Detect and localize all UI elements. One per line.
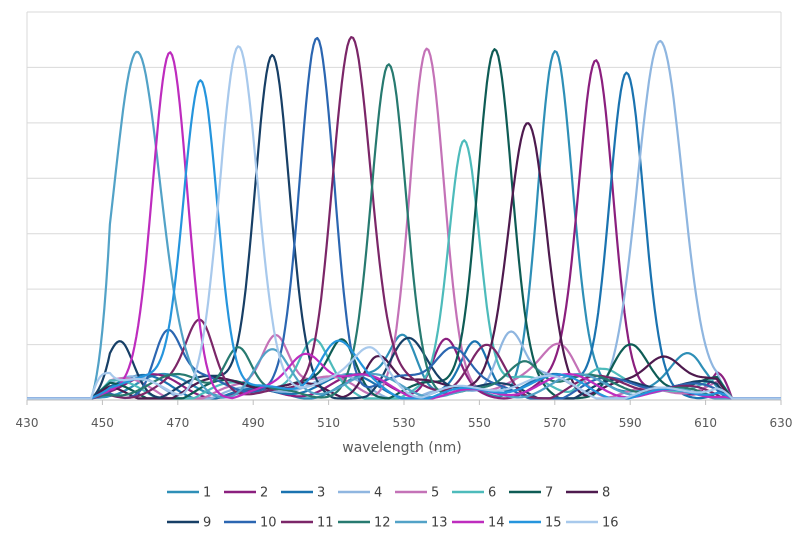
- x-tick-label: 550: [468, 416, 491, 430]
- x-tick-label: 450: [91, 416, 114, 430]
- x-tick-label: 630: [770, 416, 793, 430]
- x-tick-label: 530: [393, 416, 416, 430]
- x-tick-label: 570: [543, 416, 566, 430]
- series-9-line: [27, 53, 781, 400]
- series-1-line: [27, 50, 781, 400]
- legend-label-16: 16: [602, 516, 619, 531]
- series-14-line: [27, 51, 781, 400]
- legend-label-8: 8: [602, 486, 610, 501]
- x-tick-label: 510: [317, 416, 340, 430]
- x-tick-labels: 430 450 470 490 510 530 550 570 590 610 630: [16, 416, 793, 430]
- legend-label-2: 2: [260, 486, 268, 501]
- x-tick-label: 430: [16, 416, 39, 430]
- series-8-line: [27, 122, 781, 400]
- legend-label-3: 3: [317, 486, 325, 501]
- legend-label-9: 9: [203, 516, 211, 531]
- x-tick-label: 610: [694, 416, 717, 430]
- series-3-line: [27, 71, 781, 400]
- legend-label-7: 7: [545, 486, 553, 501]
- series-15-line: [27, 79, 781, 400]
- x-tick-label: 470: [166, 416, 189, 430]
- series-7-line: [27, 48, 781, 400]
- legend-label-15: 15: [545, 516, 562, 531]
- legend-label-12: 12: [374, 516, 391, 531]
- legend-label-6: 6: [488, 486, 496, 501]
- legend-label-4: 4: [374, 486, 382, 501]
- legend-label-14: 14: [488, 516, 505, 531]
- x-tick-label: 490: [242, 416, 265, 430]
- series-12-line: [27, 63, 781, 400]
- series-13-line: [27, 50, 781, 400]
- x-tick-label: 590: [619, 416, 642, 430]
- legend-label-1: 1: [203, 486, 211, 501]
- series-lines: [27, 36, 781, 400]
- gridlines: [26, 11, 782, 400]
- x-axis: [26, 399, 782, 405]
- series-16-line: [27, 45, 781, 400]
- legend-label-13: 13: [431, 516, 448, 531]
- legend: 1 2 3 4 5 6 7 89 10 11 12 13 14 15 16: [167, 486, 619, 531]
- x-axis-label: wavelength (nm): [342, 440, 461, 456]
- series-5-line: [27, 47, 781, 400]
- legend-label-10: 10: [260, 516, 277, 531]
- legend-label-5: 5: [431, 486, 439, 501]
- series-2-line: [27, 59, 781, 400]
- legend-label-11: 11: [317, 516, 334, 531]
